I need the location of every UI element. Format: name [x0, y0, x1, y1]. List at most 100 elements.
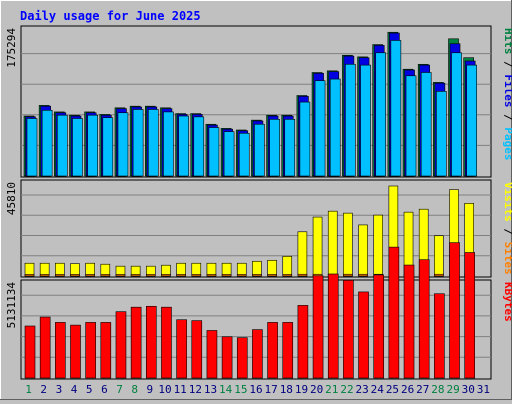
bar-kbytes-day-25 — [388, 246, 400, 379]
day-label-22: 22 — [340, 383, 353, 396]
day-label-13: 13 — [204, 383, 217, 396]
ymax-label: 5131134 — [5, 282, 18, 329]
bar-sites-day-19 — [297, 273, 308, 277]
bar-pages-day-27 — [420, 72, 432, 177]
bar-visits-day-5 — [85, 262, 95, 277]
bar-sites-day-15 — [236, 274, 247, 277]
series-labels: Visits / Sites — [502, 182, 512, 275]
bar-pages-day-5 — [87, 114, 98, 177]
bar-pages-day-24 — [375, 52, 387, 177]
bar-pages-day-6 — [102, 117, 114, 177]
bar-pages-day-13 — [208, 127, 220, 177]
series-label-visits: Visits — [502, 182, 512, 222]
bar-pages-day-20 — [314, 80, 326, 177]
day-label-11: 11 — [174, 383, 187, 396]
bar-visits-day-2 — [39, 262, 50, 277]
bar-sites-day-18 — [282, 274, 293, 277]
bar-kbytes-day-23 — [358, 291, 369, 379]
bar-pages-day-1 — [26, 118, 38, 177]
bar-kbytes-day-10 — [161, 306, 172, 379]
day-label-18: 18 — [280, 383, 293, 396]
bar-sites-day-16 — [252, 274, 262, 277]
bar-pages-day-11 — [178, 115, 189, 177]
bar-kbytes-day-4 — [70, 324, 81, 379]
day-label-28: 28 — [431, 383, 444, 396]
bar-pages-day-9 — [147, 109, 159, 177]
series-label-hits: Hits — [502, 28, 512, 55]
day-label-3: 3 — [56, 383, 63, 396]
bar-pages-day-18 — [284, 119, 296, 177]
bar-kbytes-day-1 — [24, 325, 36, 379]
bar-pages-day-2 — [41, 109, 53, 177]
bar-kbytes-day-27 — [418, 259, 430, 379]
bar-sites-day-8 — [130, 274, 141, 277]
bar-visits-day-17 — [267, 259, 277, 277]
bar-pages-day-30 — [466, 64, 477, 177]
series-label-kbytes: KBytes — [502, 282, 512, 322]
bar-visits-day-22 — [343, 212, 353, 277]
bar-visits-day-23 — [358, 224, 368, 277]
bar-kbytes-day-15 — [236, 337, 248, 379]
bar-pages-day-15 — [238, 132, 250, 177]
series-label-files: Files — [502, 74, 512, 107]
bar-visits-day-11 — [176, 262, 186, 277]
bar-sites-day-10 — [161, 274, 171, 277]
day-label-31: 31 — [477, 383, 490, 396]
bar-kbytes-day-30 — [464, 252, 475, 379]
bar-visits-day-1 — [24, 262, 35, 277]
series-label-sites: Sites — [502, 242, 512, 275]
bar-sites-day-9 — [145, 274, 156, 277]
bar-kbytes-day-16 — [252, 329, 263, 379]
day-label-19: 19 — [295, 383, 308, 396]
bar-visits-day-20 — [312, 216, 323, 277]
bar-pages-day-12 — [193, 116, 205, 177]
bar-kbytes-day-8 — [130, 306, 142, 379]
bar-visits-day-14 — [221, 262, 232, 277]
bar-kbytes-day-2 — [39, 316, 51, 379]
day-label-20: 20 — [310, 383, 323, 396]
bar-pages-day-21 — [329, 78, 341, 177]
bar-pages-day-10 — [163, 111, 174, 177]
bar-pages-day-7 — [117, 112, 129, 177]
bar-pages-day-19 — [299, 101, 311, 177]
bar-pages-day-25 — [390, 40, 402, 177]
bar-pages-day-14 — [223, 131, 235, 177]
chart-title: Daily usage for June 2025 — [20, 9, 201, 23]
ymax-label: 45810 — [5, 182, 18, 215]
day-label-30: 30 — [462, 383, 475, 396]
day-label-4: 4 — [71, 383, 78, 396]
bar-kbytes-day-6 — [100, 322, 112, 379]
bar-kbytes-day-19 — [297, 305, 309, 379]
day-label-5: 5 — [86, 383, 93, 396]
bar-sites-day-1 — [24, 274, 35, 277]
bar-kbytes-day-22 — [343, 279, 354, 379]
bar-sites-day-13 — [206, 274, 217, 277]
day-label-23: 23 — [356, 383, 369, 396]
day-label-16: 16 — [249, 383, 262, 396]
bar-pages-day-3 — [57, 114, 68, 177]
day-label-24: 24 — [371, 383, 385, 396]
bar-kbytes-day-7 — [115, 311, 127, 379]
bar-pages-day-22 — [345, 63, 356, 177]
day-label-1: 1 — [25, 383, 32, 396]
bar-pages-day-16 — [254, 123, 265, 177]
bar-kbytes-day-28 — [434, 293, 445, 379]
day-label-14: 14 — [219, 383, 233, 396]
bar-kbytes-day-20 — [312, 275, 324, 379]
bar-kbytes-day-5 — [85, 322, 96, 379]
bar-sites-day-11 — [176, 274, 186, 277]
bar-visits-day-19 — [297, 231, 308, 277]
series-label-pages: Pages — [502, 127, 512, 160]
day-label-8: 8 — [131, 383, 138, 396]
day-label-15: 15 — [234, 383, 247, 396]
day-label-2: 2 — [40, 383, 47, 396]
series-label-separator: / — [502, 108, 512, 128]
day-label-29: 29 — [446, 383, 459, 396]
bar-kbytes-day-14 — [221, 336, 233, 379]
bar-sites-day-28 — [434, 273, 444, 277]
bar-sites-day-4 — [70, 274, 80, 277]
series-labels: KBytes — [502, 282, 512, 322]
bar-visits-day-28 — [434, 235, 444, 277]
bar-kbytes-day-9 — [145, 305, 157, 379]
